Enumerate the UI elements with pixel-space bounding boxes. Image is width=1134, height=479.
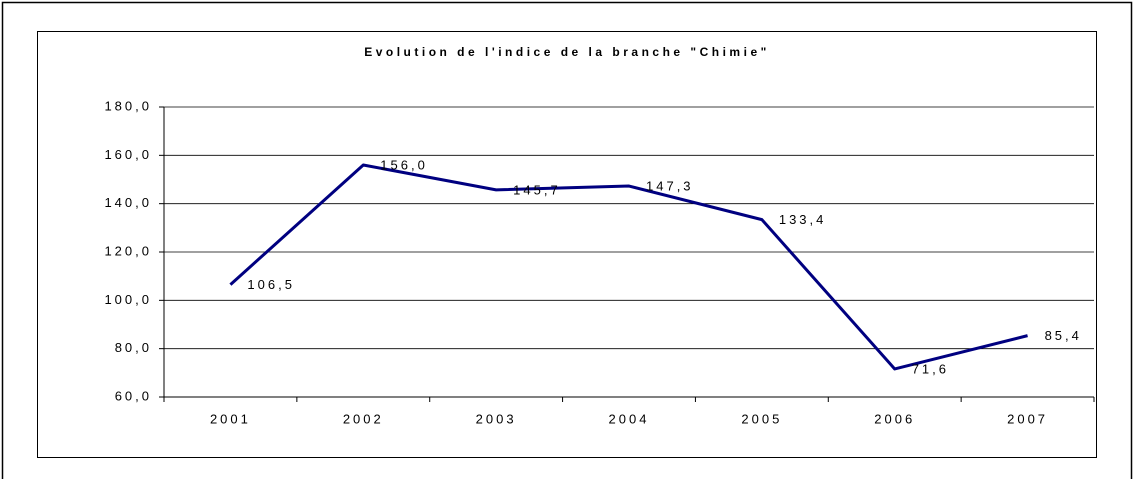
y-tick-label: 120,0 <box>104 243 152 258</box>
x-tick-label: 2005 <box>741 411 782 426</box>
data-label: 147,3 <box>646 178 694 193</box>
y-tick-label: 160,0 <box>104 147 152 162</box>
x-tick-label: 2003 <box>476 411 517 426</box>
data-label: 156,0 <box>380 157 428 172</box>
chart-title: Evolution de l'indice de la branche "Chi… <box>364 45 770 59</box>
y-tick-label: 80,0 <box>115 340 152 355</box>
y-tick-label: 100,0 <box>104 292 152 307</box>
data-label: 133,4 <box>779 212 827 227</box>
x-tick-label: 2006 <box>874 411 915 426</box>
y-tick-label: 60,0 <box>115 388 152 403</box>
x-tick-label: 2007 <box>1007 411 1048 426</box>
data-label: 85,4 <box>1045 328 1082 343</box>
y-tick-label: 180,0 <box>104 98 152 113</box>
data-label: 71,6 <box>912 361 949 376</box>
data-label: 145,7 <box>513 182 561 197</box>
chart-frame <box>37 31 1097 458</box>
x-tick-label: 2002 <box>343 411 384 426</box>
data-label: 106,5 <box>247 277 295 292</box>
x-tick-label: 2004 <box>609 411 650 426</box>
x-tick-label: 2001 <box>210 411 251 426</box>
line-series <box>229 163 1028 371</box>
y-tick-label: 140,0 <box>104 195 152 210</box>
